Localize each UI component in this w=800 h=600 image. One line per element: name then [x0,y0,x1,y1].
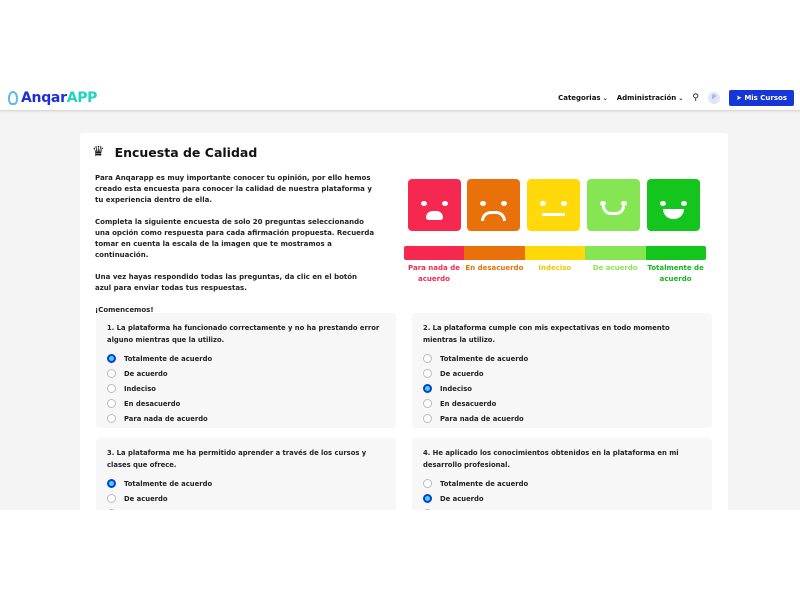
option-radio[interactable]: En desacuerdo [107,396,385,411]
option-label: Indeciso [440,384,472,393]
rocket-icon: ➤ [736,94,745,102]
option-radio[interactable]: Indeciso [107,506,385,510]
radio-button[interactable] [107,399,116,408]
question-text: 1. La plataforma ha funcionado correctam… [107,324,380,344]
option-radio[interactable]: De acuerdo [107,366,385,381]
page-title: Encuesta de Calidad [114,144,258,160]
question-card: 1. La plataforma ha funcionado correctam… [96,313,396,428]
scale-label: Indeciso [538,264,572,272]
option-label: De acuerdo [440,494,484,503]
scale-segment [645,246,706,260]
radio-button[interactable] [423,384,432,393]
scale-segment [404,246,465,260]
option-radio[interactable]: Indeciso [423,506,701,510]
option-radio[interactable]: Totalmente de acuerdo [423,476,701,491]
question-card: 4. He aplicado los conocimientos obtenid… [412,438,712,510]
scale-segment [524,246,586,260]
option-label: Totalmente de acuerdo [440,479,529,488]
radio-button[interactable] [423,369,432,378]
lightbulb-icon [8,91,18,105]
radio-button[interactable] [423,354,432,363]
question-card: 3. La plataforma me ha permitido aprende… [96,438,396,510]
radio-button[interactable] [107,414,116,423]
option-label: En desacuerdo [124,399,181,408]
question-text: 2. La plataforma cumple con mis expectat… [423,324,670,344]
radio-button[interactable] [107,494,116,503]
option-radio[interactable]: Totalmente de acuerdo [423,351,701,366]
option-radio[interactable]: De acuerdo [423,366,701,381]
radio-button[interactable] [423,399,432,408]
scale-bar [404,246,706,260]
option-label: Indeciso [124,384,156,393]
option-radio[interactable]: Totalmente de acuerdo [107,351,385,366]
menu-administracion[interactable]: Administración [617,94,684,102]
option-radio[interactable]: De acuerdo [107,491,385,506]
option-label: Totalmente de acuerdo [124,354,213,363]
big-smile-face-icon [647,179,700,231]
question-text: 4. He aplicado los conocimientos obtenid… [423,449,679,469]
logo-text: Anqar [21,90,67,106]
option-radio[interactable]: De acuerdo [423,491,701,506]
mis-cursos-label: Mis Cursos [744,94,787,102]
option-label: De acuerdo [124,369,168,378]
question-text: 3. La plataforma me ha permitido aprende… [107,449,367,469]
option-label: Indeciso [124,510,156,511]
option-label: Para nada de acuerdo [440,414,524,423]
mis-cursos-button[interactable]: ➤ Mis Cursos [729,90,794,106]
intro-paragraph: Completa la siguiente encuesta de solo 2… [95,218,375,259]
smile-face-icon [587,179,640,231]
very-angry-face-icon [408,179,461,231]
scale-label: Totalmente de acuerdo [647,264,704,283]
intro-text: Para Anqarapp es muy importante conocer … [95,173,375,327]
logo-text-app: APP [66,90,98,106]
option-radio[interactable]: Para nada de acuerdo [423,411,701,426]
option-radio[interactable]: Indeciso [423,381,701,396]
avatar[interactable]: P [708,92,720,104]
neutral-face-icon [527,179,580,231]
option-label: De acuerdo [124,494,168,503]
radio-button[interactable] [107,369,116,378]
option-radio[interactable]: En desacuerdo [423,396,701,411]
radio-button[interactable] [423,494,432,503]
radio-button[interactable] [107,354,116,363]
option-label: Totalmente de acuerdo [440,354,529,363]
logo[interactable]: Anqar APP [8,90,97,106]
intro-paragraph: ¡Comencemos! [95,306,154,314]
intro-paragraph: Para Anqarapp es muy importante conocer … [95,174,372,204]
radio-button[interactable] [107,509,116,510]
option-label: De acuerdo [440,369,484,378]
option-radio[interactable]: Indeciso [107,381,385,396]
sad-face-icon [467,179,520,231]
menu-categorias[interactable]: Categorias [558,94,608,102]
scale-label: De acuerdo [592,264,638,272]
radio-button[interactable] [423,414,432,423]
radio-button[interactable] [107,479,116,488]
option-radio[interactable]: Totalmente de acuerdo [107,476,385,491]
radio-button[interactable] [423,509,432,510]
intro-paragraph: Una vez hayas respondido todas las pregu… [95,273,358,292]
crown-icon: ♛ [92,144,105,160]
option-label: Totalmente de acuerdo [124,479,213,488]
scale-segment [585,246,646,260]
option-label: Indeciso [440,510,472,511]
question-card: 2. La plataforma cumple con mis expectat… [412,313,712,428]
survey-card: ♛ Encuesta de Calidad Para Anqarapp es mu… [80,133,728,510]
option-label: Para nada de acuerdo [124,414,208,423]
search-icon[interactable]: ⚲ [692,93,699,103]
option-radio[interactable]: Para nada de acuerdo [107,411,385,426]
scale-label: En desacuerdo [465,264,524,272]
scale-label: Para nada de acuerdo [408,264,460,283]
radio-button[interactable] [107,384,116,393]
scale-segment [464,246,525,260]
option-label: En desacuerdo [440,399,497,408]
radio-button[interactable] [423,479,432,488]
